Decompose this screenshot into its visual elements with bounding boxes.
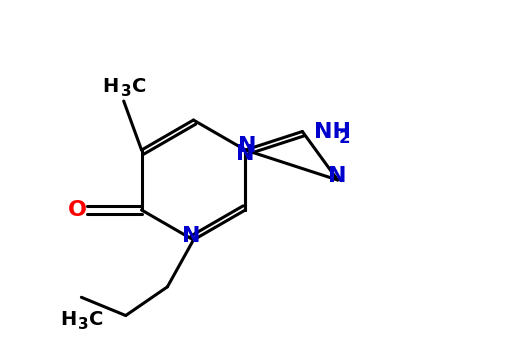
Text: N: N bbox=[236, 144, 254, 164]
Text: H: H bbox=[102, 77, 118, 96]
Text: N: N bbox=[238, 136, 256, 156]
Text: C: C bbox=[132, 77, 146, 96]
Text: H: H bbox=[60, 310, 76, 329]
Text: N: N bbox=[328, 166, 347, 186]
Text: N: N bbox=[182, 226, 201, 246]
Text: 3: 3 bbox=[78, 317, 89, 332]
Text: 3: 3 bbox=[121, 84, 131, 99]
Text: 2: 2 bbox=[339, 129, 351, 147]
Text: C: C bbox=[89, 310, 103, 329]
Text: O: O bbox=[68, 200, 87, 220]
Text: NH: NH bbox=[314, 122, 351, 141]
